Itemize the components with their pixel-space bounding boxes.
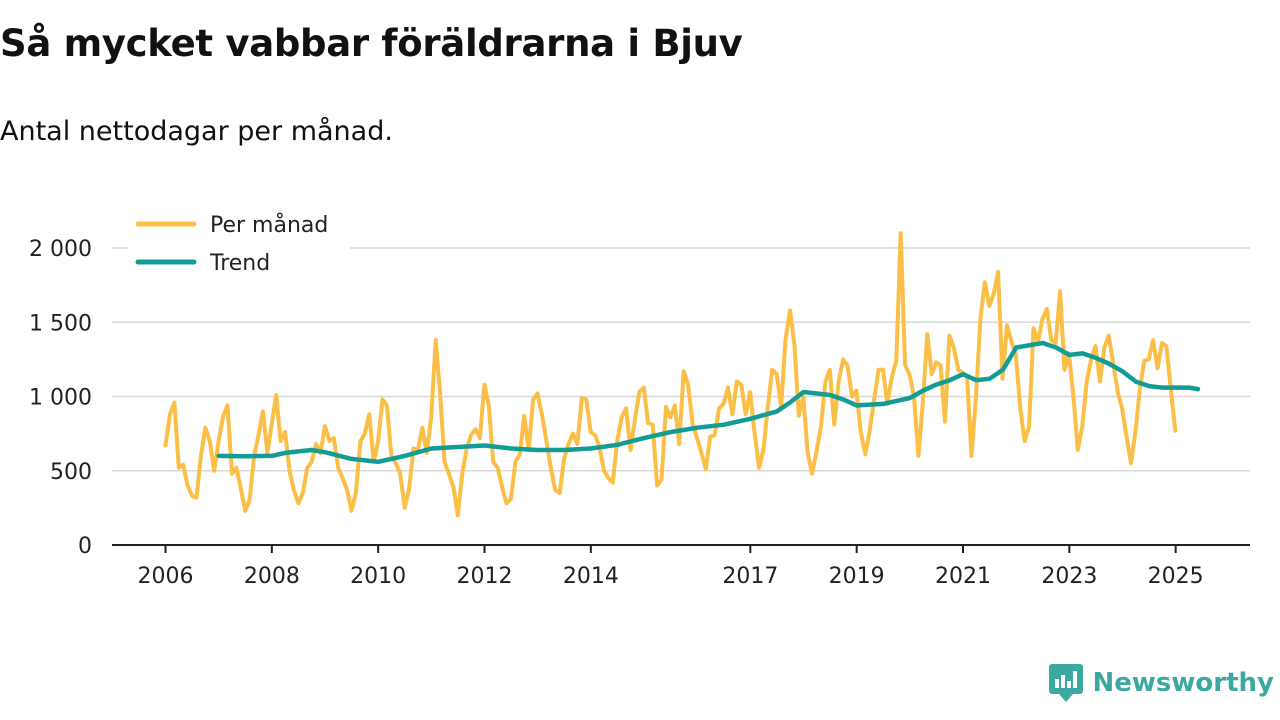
series-trend-line <box>216 340 1201 465</box>
x-tick-label-2006: 2006 <box>138 564 194 589</box>
x-tick-label-2025: 2025 <box>1148 564 1204 589</box>
x-tick-label-2017: 2017 <box>722 564 778 589</box>
y-axis-labels: 0 500 1 000 1 500 2 000 <box>29 237 92 559</box>
x-tick-label-2014: 2014 <box>563 564 619 589</box>
brand: Newsworthy <box>1048 664 1274 702</box>
x-tick-label-2008: 2008 <box>244 564 300 589</box>
x-tick-label-2023: 2023 <box>1041 564 1097 589</box>
series-per-month-line <box>163 231 1178 518</box>
y-tick-label-1500: 1 500 <box>29 311 92 336</box>
legend: Per månad Trend <box>128 206 350 282</box>
chart-subtitle: Antal nettodagar per månad. <box>0 116 393 147</box>
x-tick-label-2021: 2021 <box>935 564 991 589</box>
legend-background <box>128 206 350 282</box>
brand-name: Newsworthy <box>1092 668 1274 698</box>
y-tick-label-500: 500 <box>50 460 92 485</box>
x-tick-label-2012: 2012 <box>457 564 513 589</box>
y-tick-label-2000: 2 000 <box>29 237 92 262</box>
series-lines <box>163 231 1201 518</box>
legend-label-trend: Trend <box>209 251 270 276</box>
x-tick-label-2010: 2010 <box>350 564 406 589</box>
y-tick-label-0: 0 <box>78 534 92 559</box>
y-tick-label-1000: 1 000 <box>29 386 92 411</box>
newsworthy-logo-icon <box>1048 664 1083 702</box>
x-axis: 2006 2008 2010 2012 2014 2017 2019 2021 2023 2025 <box>112 544 1250 589</box>
legend-label-per-month: Per månad <box>210 212 328 238</box>
chart-title: Så mycket vabbar föräldrarna i Bjuv <box>0 22 743 65</box>
x-tick-label-2019: 2019 <box>829 564 885 589</box>
